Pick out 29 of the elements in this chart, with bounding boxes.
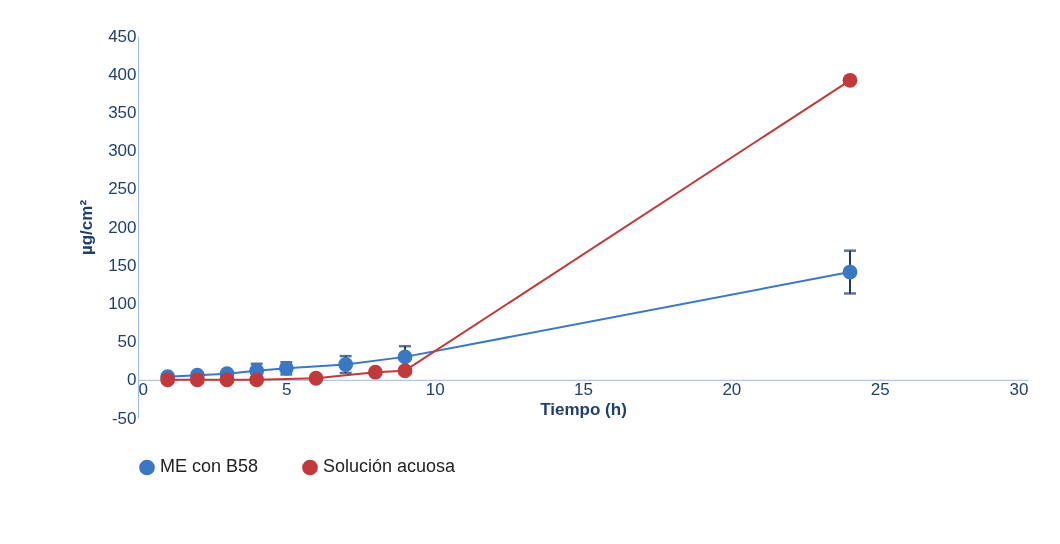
point xyxy=(397,363,413,379)
y-tick-label: 50 xyxy=(117,332,137,352)
y-tick-label: 350 xyxy=(108,102,137,122)
y-tick-label: 150 xyxy=(108,255,137,275)
point xyxy=(219,372,235,388)
y-tick-label: -50 xyxy=(111,408,137,428)
x-tick-label: 5 xyxy=(282,380,292,400)
point xyxy=(367,364,383,380)
point xyxy=(308,370,324,386)
point xyxy=(249,372,265,388)
x-tick-label: 25 xyxy=(870,380,890,400)
y-tick-label: 400 xyxy=(108,64,137,84)
x-axis-title: Tiempo (h) xyxy=(540,400,627,420)
x-tick-label: 15 xyxy=(574,380,593,400)
y-tick-label: 100 xyxy=(108,293,137,313)
legend-label: ME con B58 xyxy=(160,456,259,477)
y-tick-label: 200 xyxy=(108,217,137,237)
y-tick-label: 300 xyxy=(108,141,137,161)
point xyxy=(842,264,858,280)
x-tick-label: 10 xyxy=(425,380,445,400)
y-tick-label: 450 xyxy=(108,26,137,46)
point xyxy=(842,72,858,88)
x-tick-label: 30 xyxy=(1009,380,1029,400)
point xyxy=(189,372,205,388)
point xyxy=(397,349,413,365)
y-axis-title: µg/cm² xyxy=(77,199,97,256)
y-tick-label: 250 xyxy=(108,179,137,199)
x-tick-label: 20 xyxy=(722,380,742,400)
legend-label: Solución acuosa xyxy=(323,456,457,477)
